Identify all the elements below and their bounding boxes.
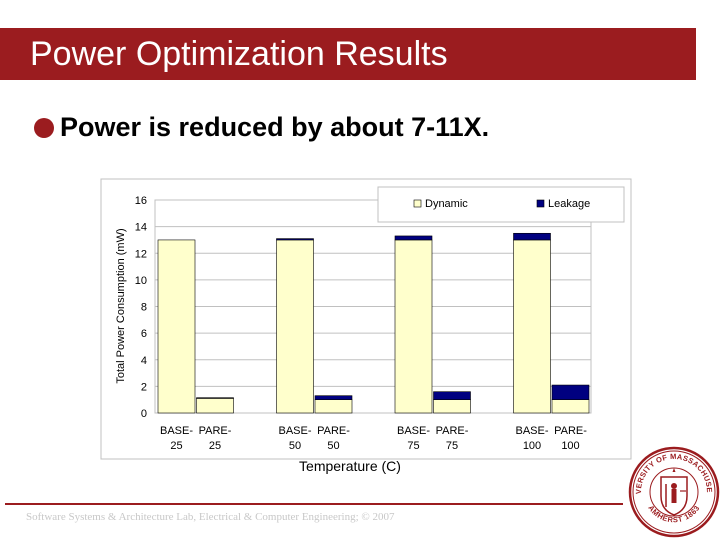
slide-title: Power Optimization Results <box>30 35 448 73</box>
bar-dynamic-2 <box>196 398 234 414</box>
bar-leakage-4 <box>314 395 353 400</box>
legend: Dynamic Leakage <box>377 186 625 223</box>
bullet-dot <box>34 118 54 138</box>
bar-leakage-3 <box>276 238 314 241</box>
footer-divider <box>5 503 623 505</box>
legend-leakage-swatch <box>536 199 545 208</box>
bar-dynamic-5 <box>394 239 433 414</box>
bar-dynamic-4 <box>314 399 353 414</box>
bar-dynamic-6 <box>433 399 471 414</box>
x-axis-label: Temperature (C) <box>299 458 401 474</box>
x-tick-labels: BASE- 25 PARE- 25 BASE- 50 PARE- 50 BASE- 75 PARE-… <box>160 425 587 452</box>
y-tick-label: 14 <box>135 222 147 234</box>
university-seal-logo: UNIVERSITY OF MASSACHUSETTS AMHERST 1863 <box>628 444 720 538</box>
x-tick-label: BASE- <box>160 425 193 437</box>
x-tick-label: PARE- <box>199 425 232 437</box>
bar-dynamic-3 <box>276 239 314 414</box>
y-tick-label: 4 <box>141 355 147 367</box>
bar-leakage-8 <box>551 384 590 400</box>
y-tick-labels: 0 2 4 6 8 10 12 14 16 <box>135 195 147 420</box>
y-tick-label: 2 <box>141 381 147 393</box>
bar-dynamic-8 <box>551 399 590 414</box>
bars <box>157 232 590 414</box>
x-tick-label: 100 <box>523 440 541 452</box>
x-tick-label: BASE- <box>397 425 430 437</box>
bar-dynamic-1 <box>157 239 196 414</box>
y-tick-label: 0 <box>141 408 147 420</box>
x-tick-label: 75 <box>446 440 458 452</box>
x-tick-label: BASE- <box>515 425 548 437</box>
bar-dynamic-7 <box>513 239 551 414</box>
bar-leakage-7 <box>513 232 551 241</box>
legend-dynamic-swatch <box>413 199 422 208</box>
y-tick-label: 12 <box>135 248 147 260</box>
footer-text: Software Systems & Architecture Lab, Ele… <box>26 511 395 523</box>
bar-leakage-2 <box>196 397 234 399</box>
bar-leakage-5 <box>394 235 433 241</box>
x-tick-label: PARE- <box>317 425 350 437</box>
x-tick-label: 50 <box>289 440 301 452</box>
bar-leakage-6 <box>433 391 471 400</box>
x-tick-label: PARE- <box>554 425 587 437</box>
x-tick-label: 50 <box>327 440 339 452</box>
legend-dynamic-label: Dynamic <box>425 198 468 210</box>
bullet-text: Power is reduced by about 7-11X. <box>60 112 490 142</box>
x-tick-label: PARE- <box>436 425 469 437</box>
legend-leakage-label: Leakage <box>548 198 590 210</box>
title-bar: Power Optimization Results <box>0 28 696 80</box>
y-tick-label: 8 <box>141 302 147 314</box>
x-tick-label: 100 <box>561 440 579 452</box>
y-tick-label: 16 <box>135 195 147 207</box>
y-tick-label: 6 <box>141 328 147 340</box>
x-tick-label: BASE- <box>278 425 311 437</box>
y-tick-label: 10 <box>135 275 147 287</box>
x-tick-label: 75 <box>407 440 419 452</box>
y-axis-label: Total Power Consumption (mW) <box>115 228 127 383</box>
x-tick-label: 25 <box>209 440 221 452</box>
x-tick-label: 25 <box>170 440 182 452</box>
